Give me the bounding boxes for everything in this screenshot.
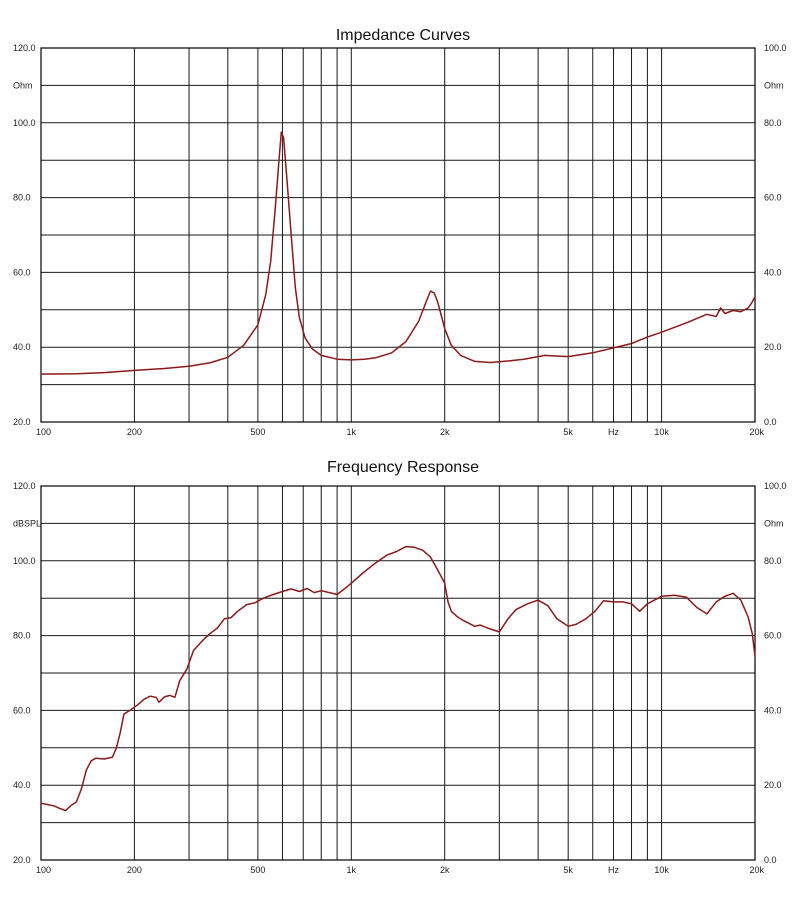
x-tick-label: 2k [440,865,450,875]
right-tick-label: 100.0 [764,43,787,53]
left-unit-label: Ohm [13,80,33,90]
right-tick-label: 0.0 [764,855,777,865]
left-tick-label: 40.0 [13,780,31,790]
series-line [40,131,756,375]
right-tick-label: 60.0 [764,193,782,203]
left-tick-label: 80.0 [13,193,31,203]
left-unit-label: dBSPL [13,518,41,528]
left-tick-label: 20.0 [13,417,31,427]
frequency-response-chart: Frequency Response 120.0 100.0 80.0 60.0 40.0… [13,459,787,875]
right-unit-label: Ohm [764,518,784,528]
series-line [40,545,756,812]
right-tick-label: 20.0 [764,342,782,352]
left-tick-label: 60.0 [13,705,31,715]
plot-frame [40,47,756,423]
right-tick-label: 80.0 [764,118,782,128]
right-tick-label: 80.0 [764,556,782,566]
plot-frame [40,485,756,861]
x-tick-label: 1k [347,865,357,875]
left-tick-label: 120.0 [13,43,36,53]
x-tick-label: 100 [36,427,51,437]
left-tick-label: 80.0 [13,631,31,641]
right-tick-label: 60.0 [764,631,782,641]
x-tick-label: 20k [749,427,764,437]
right-unit-label: Ohm [764,80,784,90]
left-tick-label: 100.0 [13,556,36,566]
x-tick-label: 500 [250,865,265,875]
x-tick-label: 1k [347,427,357,437]
x-tick-label: 20k [749,865,764,875]
x-tick-label: 100 [36,865,51,875]
x-tick-label: 5k [563,427,573,437]
x-tick-label: 200 [127,427,142,437]
left-tick-label: 120.0 [13,481,36,491]
x-tick-label: 500 [250,427,265,437]
chart-title: Frequency Response [327,459,479,476]
x-tick-label: 2k [440,427,450,437]
right-tick-label: 0.0 [764,417,777,427]
x-tick-label: 5k [563,865,573,875]
impedance-chart: Impedance Curves 120.0 100.0 80.0 60.0 40.0 20… [13,27,787,437]
left-tick-label: 60.0 [13,267,31,277]
left-tick-label: 100.0 [13,118,36,128]
left-tick-label: 20.0 [13,855,31,865]
x-tick-label: 10k [654,865,669,875]
right-tick-label: 40.0 [764,705,782,715]
x-tick-label: Hz [608,427,619,437]
chart-title: Impedance Curves [336,27,470,44]
x-tick-label: 10k [654,427,669,437]
right-tick-label: 40.0 [764,267,782,277]
right-tick-label: 100.0 [764,481,787,491]
right-tick-label: 20.0 [764,780,782,790]
left-tick-label: 40.0 [13,342,31,352]
x-tick-label: 200 [127,865,142,875]
x-tick-label: Hz [608,865,619,875]
